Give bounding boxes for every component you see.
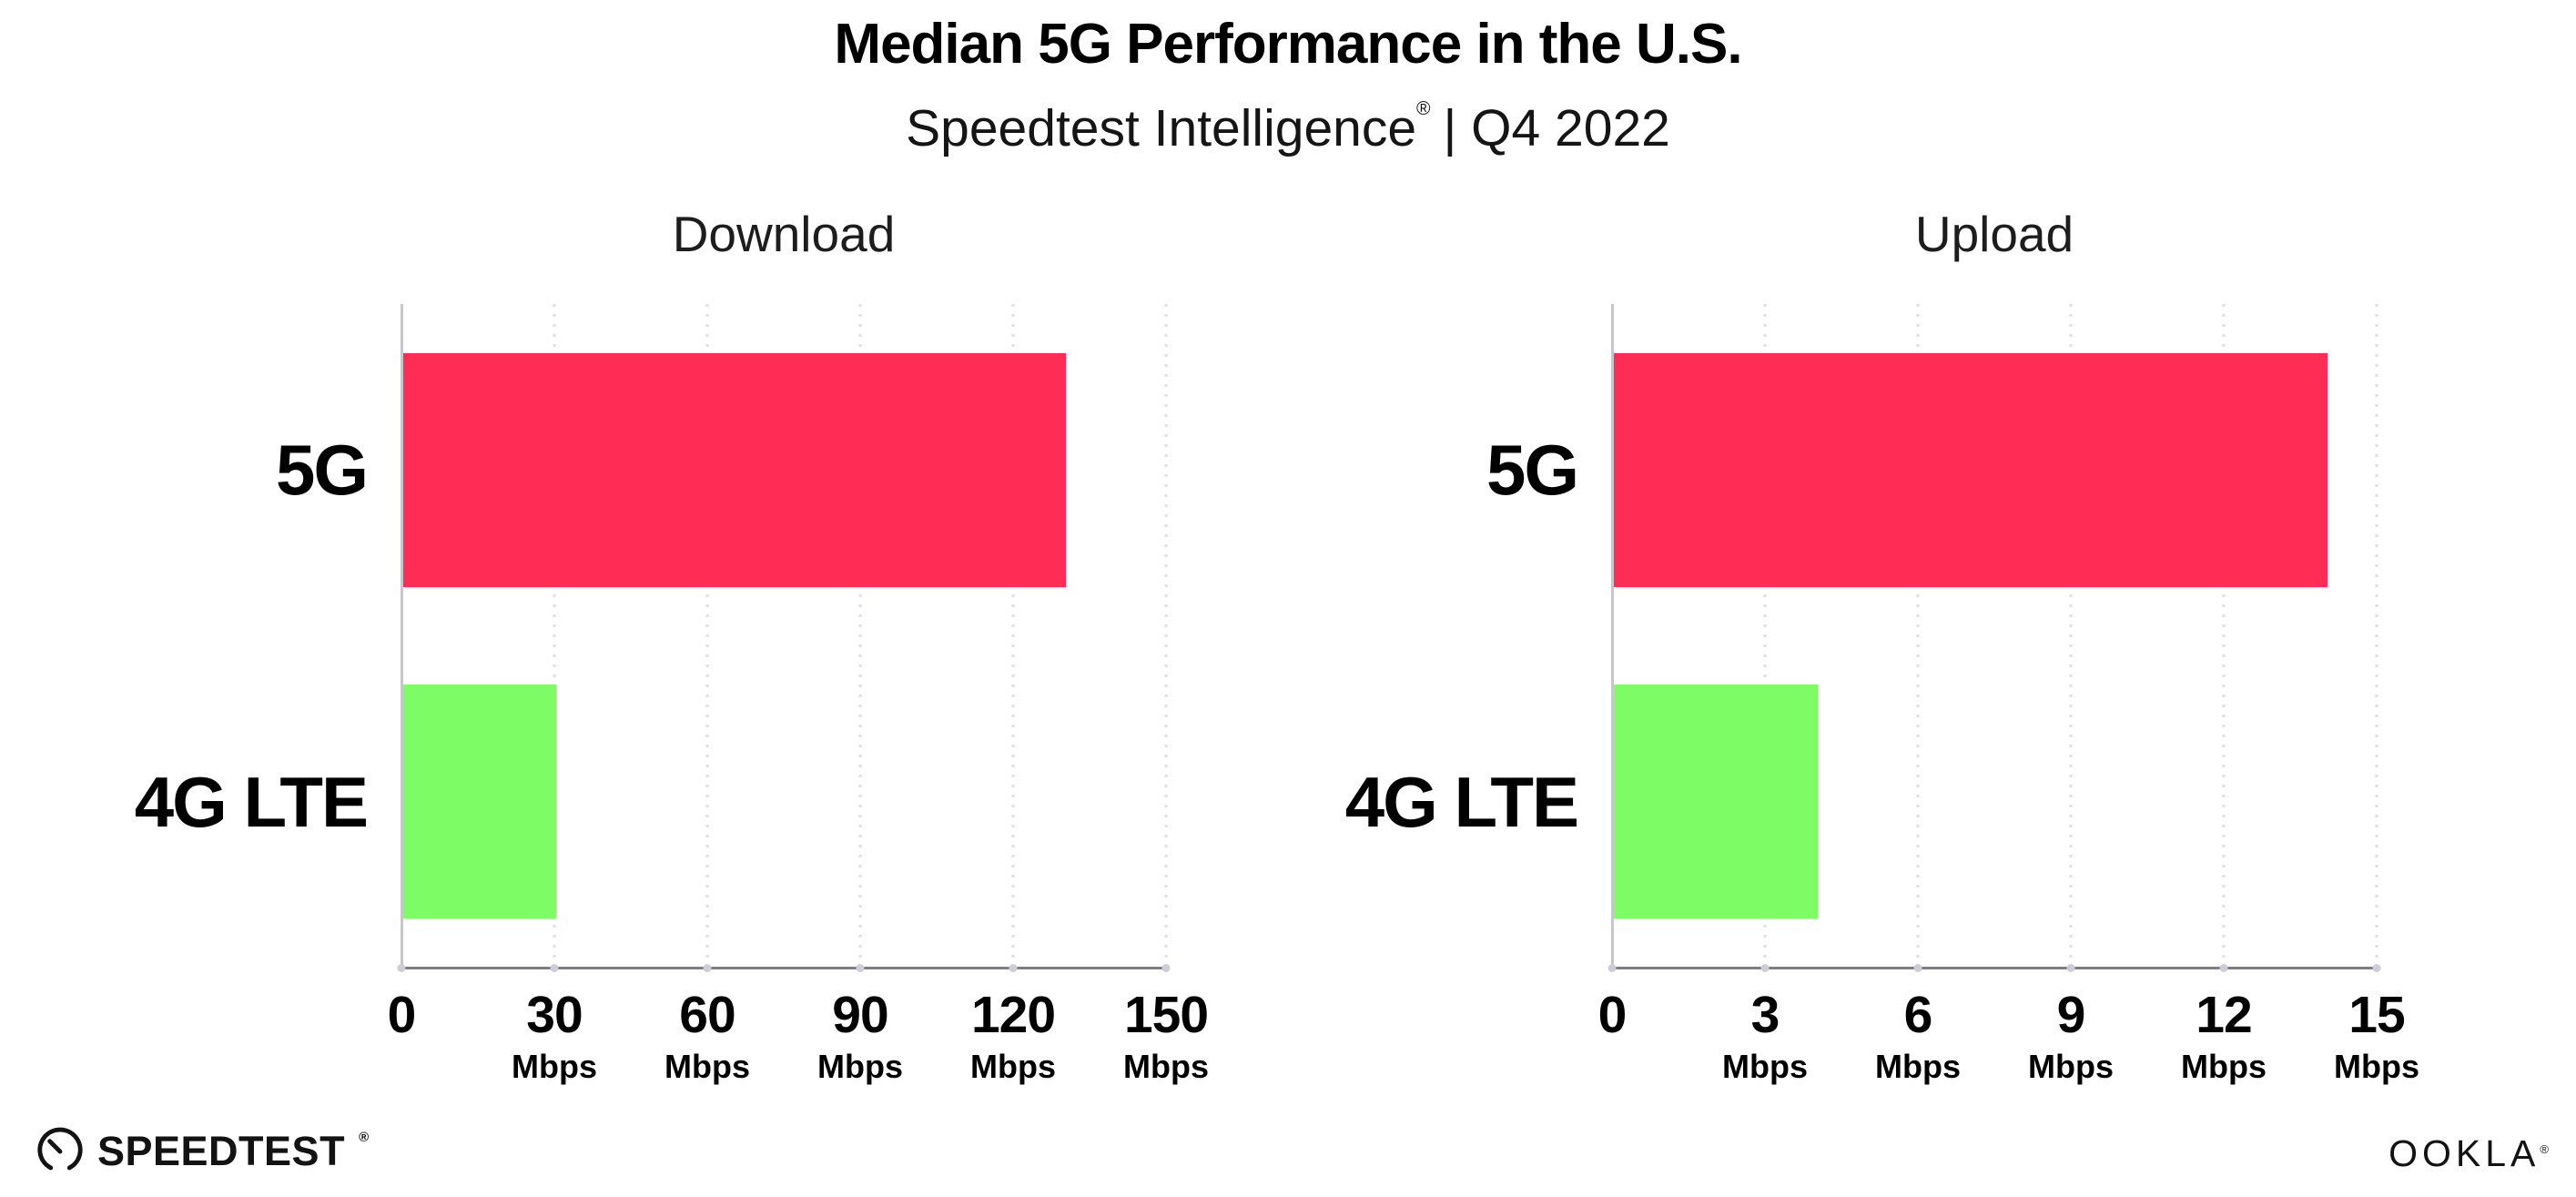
speedtest-logo: SPEEDTEST ® (36, 1127, 369, 1174)
x-tick-unit: Mbps (512, 1048, 597, 1085)
x-tick-unit: Mbps (1875, 1048, 1961, 1085)
x-tick-value: 3 (1750, 986, 1780, 1044)
axis-tick-dot-150-download (1161, 964, 1171, 972)
x-tick-unit: Mbps (2334, 1048, 2419, 1085)
bar-5g-download (403, 352, 1066, 587)
x-tick-value: 15 (2348, 986, 2405, 1044)
gridline-150-download (1164, 304, 1168, 968)
x-tick-value: 90 (832, 986, 888, 1044)
x-tick-12-upload: 12 Mbps (2181, 989, 2267, 1083)
axis-tick-dot-12-upload (2219, 964, 2228, 972)
registered-mark-icon: ® (1416, 98, 1431, 119)
ookla-wordmark: OOKLA (2388, 1132, 2541, 1174)
bar-4g-lte-download (403, 685, 556, 919)
x-tick-value: 9 (2056, 986, 2086, 1044)
gridline-60-download (705, 304, 709, 968)
ookla-registered-icon: ® (2540, 1142, 2549, 1156)
gridline-90-download (858, 304, 862, 968)
axis-tick-dot-0-upload (1607, 964, 1617, 972)
x-tick-60-download: 60 Mbps (664, 989, 750, 1083)
subtitle-period: | Q4 2022 (1443, 99, 1670, 157)
x-tick-value: 0 (387, 986, 417, 1044)
x-axis-line (1611, 967, 2378, 969)
x-tick-unit: Mbps (2181, 1048, 2267, 1085)
axis-tick-dot-120-download (1009, 964, 1018, 972)
x-tick-6-upload: 6 Mbps (1875, 989, 1961, 1083)
ookla-logo: OOKLA® (2388, 1135, 2549, 1172)
x-tick-unit: Mbps (664, 1048, 750, 1085)
category-label-4g-lte-upload: 4G LTE (1344, 761, 1579, 842)
x-tick-120-download: 120 Mbps (970, 989, 1056, 1083)
y-axis-spine (401, 304, 403, 968)
axis-tick-dot-90-download (856, 964, 865, 972)
axis-tick-dot-15-upload (2372, 964, 2381, 972)
x-tick-value: 150 (1123, 986, 1209, 1044)
axis-tick-dot-60-download (703, 964, 712, 972)
subtitle-brand: Speedtest Intelligence (906, 99, 1417, 157)
x-tick-unit: Mbps (970, 1048, 1056, 1085)
x-tick-unit: Mbps (1123, 1048, 1209, 1085)
x-tick-unit: Mbps (2028, 1048, 2114, 1085)
gridline-12-upload (2222, 304, 2226, 968)
x-tick-unit: Mbps (1722, 1048, 1808, 1085)
axis-tick-dot-6-upload (1913, 964, 1922, 972)
x-tick-0-download: 0 (387, 986, 417, 1044)
category-label-5g-download: 5G (275, 430, 369, 511)
panel-title-download: Download (672, 206, 896, 262)
x-tick-value: 120 (970, 986, 1056, 1044)
x-tick-value: 30 (526, 986, 583, 1044)
panel-title-upload: Upload (1914, 206, 2074, 262)
x-axis-line (401, 967, 1167, 969)
gridline-9-upload (2069, 304, 2073, 968)
plot-area-download: 0 30 Mbps 60 Mbps 90 Mbps 120 Mbps 150 Mbps 5G 4G LT… (135, 304, 1209, 1083)
x-tick-value: 60 (679, 986, 735, 1044)
gridline-15-upload (2375, 304, 2378, 968)
x-tick-value: 6 (1903, 986, 1933, 1044)
x-tick-unit: Mbps (817, 1048, 903, 1085)
category-label-4g-lte-download: 4G LTE (134, 761, 369, 842)
x-tick-9-upload: 9 Mbps (2028, 989, 2114, 1083)
axis-tick-dot-9-upload (2066, 964, 2075, 972)
gridline-6-upload (1916, 304, 1920, 968)
plot-area-upload: 0 3 Mbps 6 Mbps 9 Mbps 12 Mbps 15 Mbps 5G 4G LTE (1345, 304, 2419, 1083)
axis-tick-dot-0-download (397, 964, 406, 972)
bar-5g-upload (1614, 352, 2328, 587)
x-tick-0-upload: 0 (1597, 986, 1628, 1044)
x-tick-3-upload: 3 Mbps (1722, 989, 1808, 1083)
x-tick-value: 12 (2196, 986, 2252, 1044)
page-title: Median 5G Performance in the U.S. (834, 13, 1742, 76)
chart-panel-upload: Upload 0 3 Mbps 6 Mbps 9 Mbps 12 Mbps 15 Mbps 5G 4G … (1345, 209, 2419, 1083)
x-tick-30-download: 30 Mbps (512, 989, 597, 1083)
axis-tick-dot-30-download (550, 964, 559, 972)
gridline-30-download (553, 304, 556, 968)
gridline-120-download (1011, 304, 1015, 968)
chart-panel-download: Download 0 30 Mbps 60 Mbps 90 Mbps 120 Mbps 150 Mb… (135, 209, 1209, 1083)
x-tick-15-upload: 15 Mbps (2334, 989, 2419, 1083)
speedtest-gauge-icon (36, 1127, 84, 1174)
gridline-3-upload (1763, 304, 1767, 968)
speedtest-wordmark: SPEEDTEST (97, 1127, 346, 1174)
x-tick-90-download: 90 Mbps (817, 989, 903, 1083)
x-tick-150-download: 150 Mbps (1123, 989, 1209, 1083)
category-label-5g-upload: 5G (1486, 430, 1579, 511)
speedtest-registered-icon: ® (359, 1129, 370, 1145)
y-axis-spine (1611, 304, 1614, 968)
axis-tick-dot-3-upload (1760, 964, 1770, 972)
page-subtitle: Speedtest Intelligence® | Q4 2022 (0, 98, 2576, 157)
x-tick-value: 0 (1597, 986, 1628, 1044)
bar-4g-lte-upload (1614, 685, 1818, 919)
